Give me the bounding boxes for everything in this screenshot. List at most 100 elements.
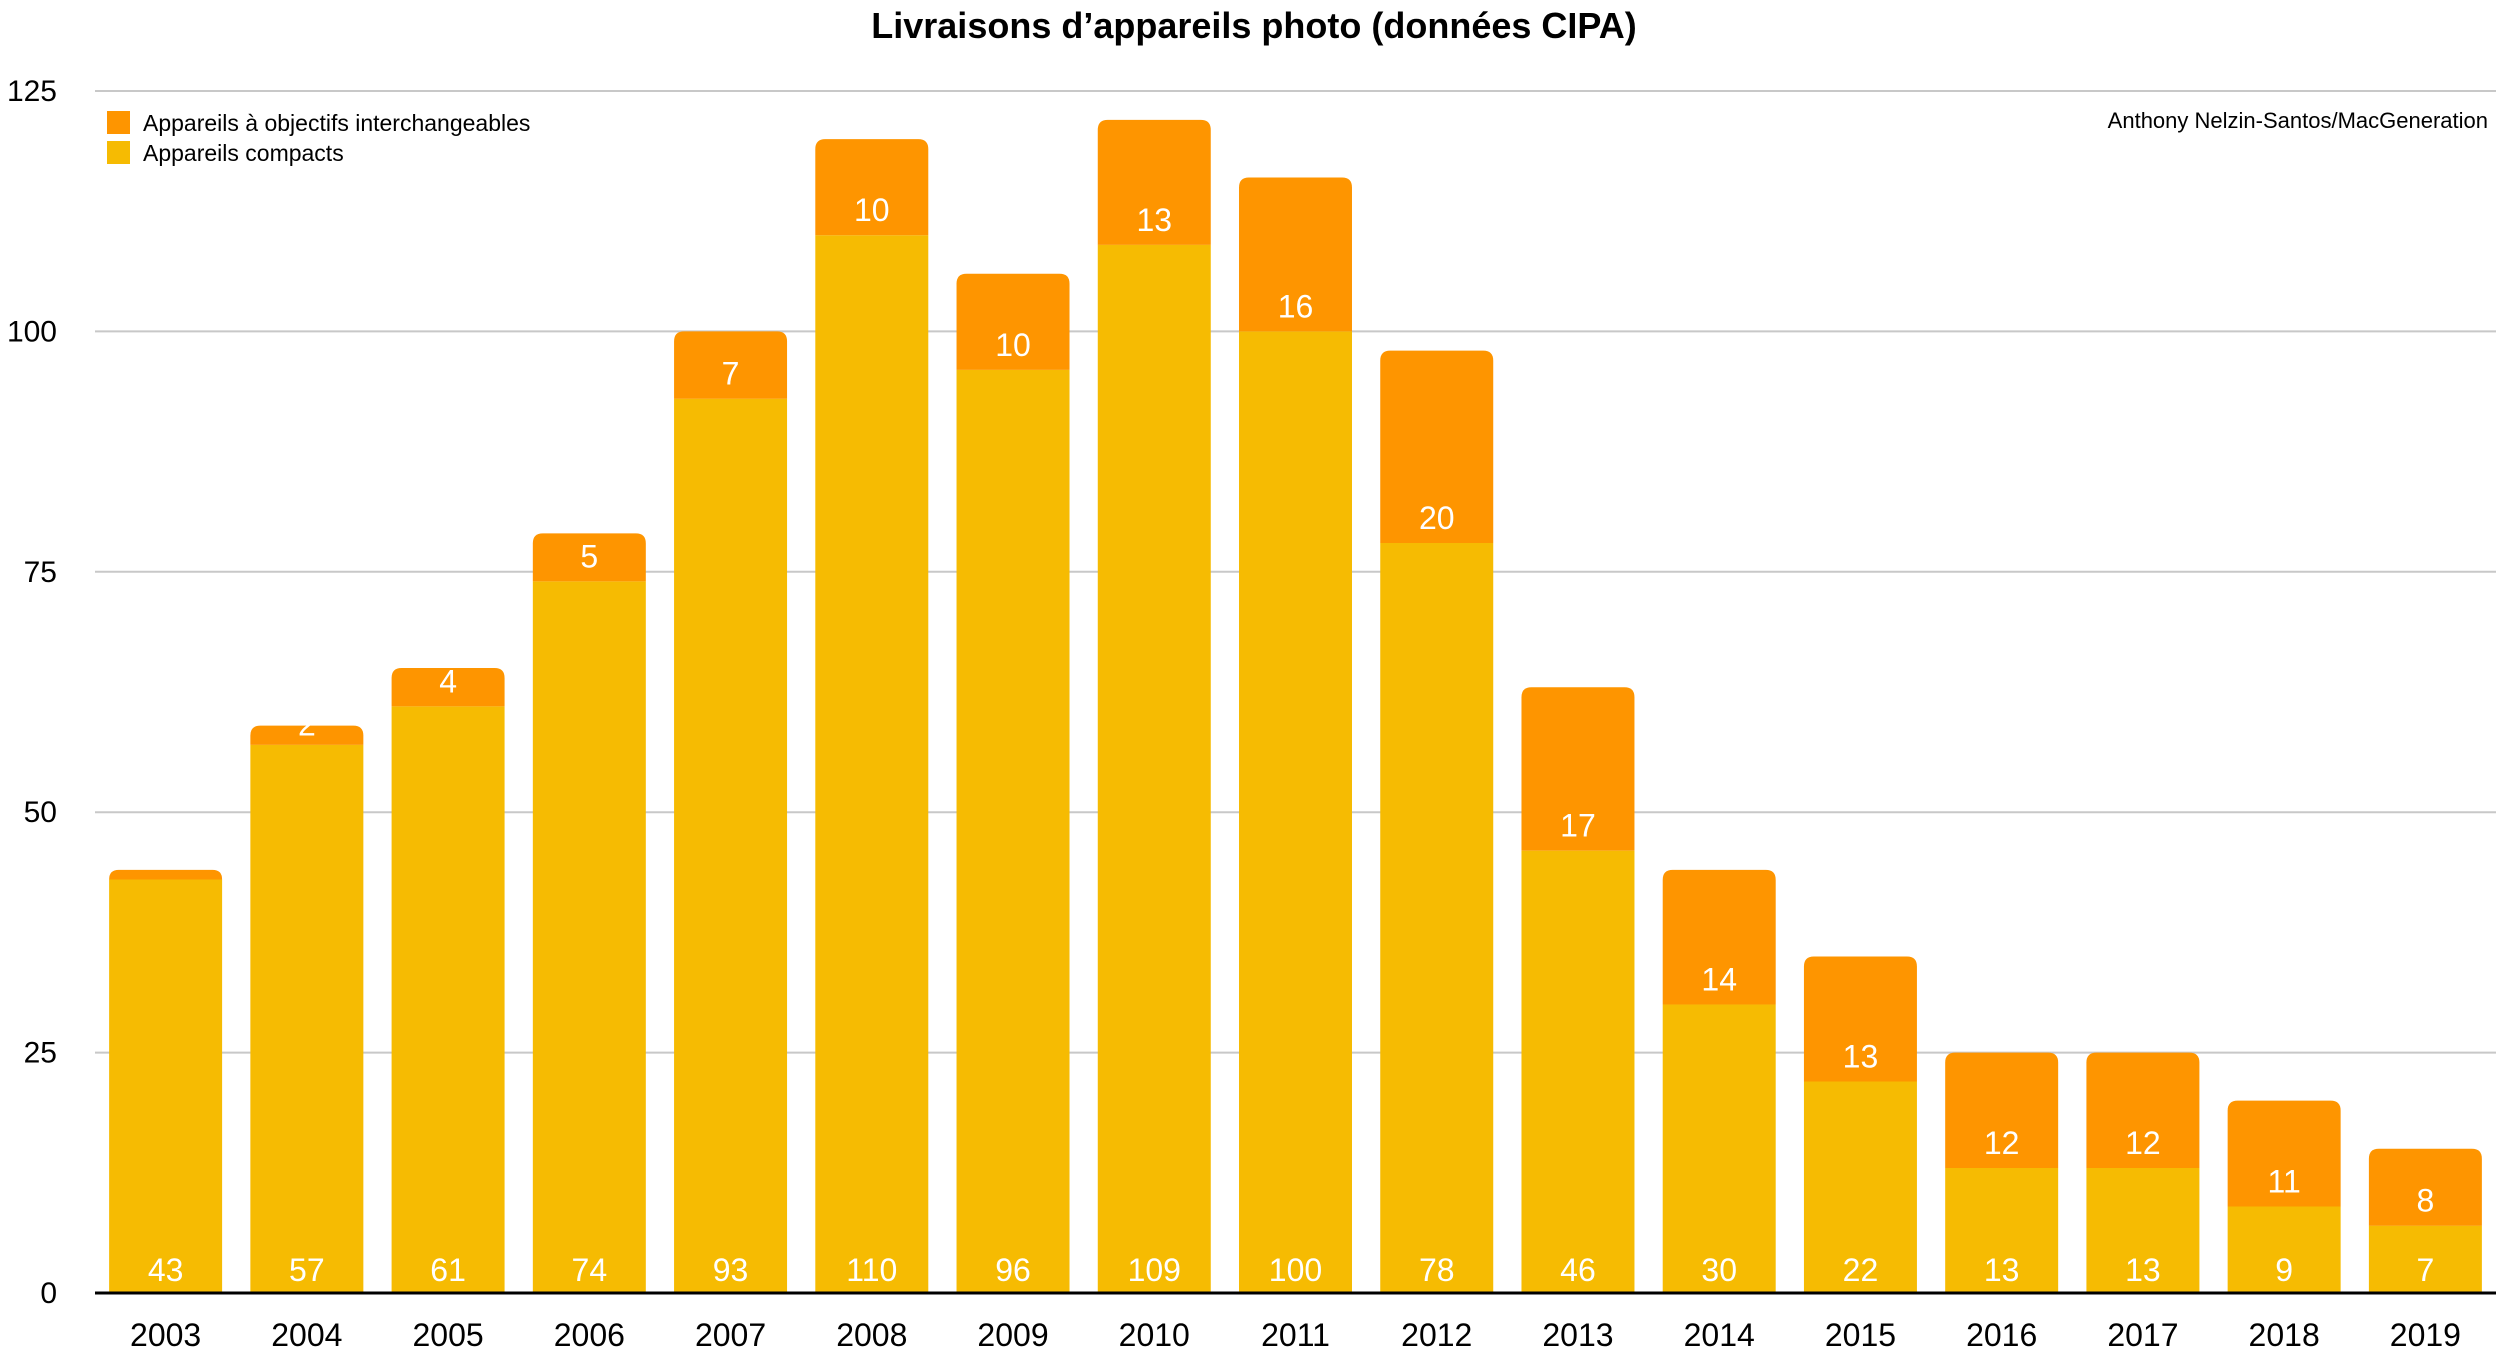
y-tick-label: 0	[40, 1277, 57, 1310]
bar-compacts	[109, 879, 223, 1293]
bar-interchangeables	[1521, 687, 1635, 851]
bar-interchangeables	[1239, 177, 1352, 332]
data-label-interchangeables: 2	[298, 707, 316, 743]
data-label-compacts: 46	[1560, 1252, 1596, 1288]
data-label-compacts: 93	[713, 1252, 749, 1288]
data-label-compacts: 110	[846, 1252, 897, 1288]
data-label-compacts: 57	[289, 1252, 325, 1288]
bars	[109, 119, 2482, 1294]
bar-compacts	[532, 581, 646, 1293]
bar-interchangeables	[1803, 956, 1917, 1082]
x-axis: 2003 2004 2005 2006 2007 2008 2009 2010 2011 2012…	[95, 1291, 2496, 1353]
bar-compacts	[1097, 244, 1211, 1294]
data-label-interchangeables: 8	[2416, 1183, 2434, 1219]
bar-compacts	[956, 369, 1070, 1293]
data-label-interchangeables: 4	[439, 663, 457, 699]
chart-credit: Anthony Nelzin-Santos/MacGeneration	[2108, 108, 2488, 133]
data-labels: 43 57261474593711010961010913100167820461…	[148, 192, 2434, 1288]
bar-interchangeables	[391, 667, 505, 707]
data-label-interchangeables: 10	[995, 327, 1031, 363]
bar-interchangeables	[815, 139, 929, 236]
legend-label: Appareils compacts	[143, 140, 344, 166]
y-axis: 0 25 50 75 100 125	[7, 75, 57, 1310]
data-label-interchangeables: 5	[580, 538, 598, 574]
bar-compacts	[815, 235, 929, 1294]
y-tick-label: 50	[24, 796, 57, 829]
data-label-compacts: 13	[2125, 1252, 2161, 1288]
data-label-interchangeables: 16	[1278, 288, 1314, 324]
bar-interchangeables	[2368, 1148, 2482, 1226]
data-label-compacts: 22	[1843, 1252, 1879, 1288]
x-tick-label: 2012	[1401, 1317, 1472, 1353]
chart-title: Livraisons d’appareils photo (données CI…	[871, 5, 1636, 46]
x-tick-label: 2005	[412, 1317, 483, 1353]
y-tick-label: 125	[7, 75, 57, 108]
data-label-interchangeables: 13	[1136, 202, 1172, 238]
x-tick-label: 2014	[1684, 1317, 1755, 1353]
data-label-interchangeables: 14	[1701, 962, 1737, 998]
data-label-compacts: 96	[995, 1252, 1031, 1288]
data-label-compacts: 43	[148, 1252, 184, 1288]
x-tick-label: 2007	[695, 1317, 766, 1353]
bar-compacts	[1803, 1081, 1917, 1293]
data-label-compacts: 78	[1419, 1252, 1455, 1288]
x-tick-label: 2008	[836, 1317, 907, 1353]
bar-interchangeables	[956, 273, 1070, 370]
bar-interchangeables	[109, 869, 223, 880]
bar-compacts	[1662, 1004, 1776, 1293]
bar-compacts	[391, 706, 505, 1293]
data-label-interchangeables: 20	[1419, 500, 1455, 536]
x-tick-label: 2017	[2107, 1317, 2178, 1353]
data-label-interchangeables: 7	[722, 356, 740, 392]
bar-compacts	[2086, 1167, 2200, 1293]
bar-compacts	[674, 398, 788, 1293]
bar-compacts	[1380, 542, 1494, 1293]
data-label-interchangeables: 10	[854, 192, 890, 228]
legend-swatch	[107, 111, 130, 134]
bar-compacts	[250, 744, 364, 1293]
bar-compacts	[1945, 1167, 2059, 1293]
x-tick-label: 2004	[271, 1317, 342, 1353]
data-label-interchangeables: 13	[1843, 1038, 1879, 1074]
bar-interchangeables	[1945, 1052, 2059, 1168]
x-tick-label: 2009	[977, 1317, 1048, 1353]
data-label-interchangeables: 12	[1984, 1125, 2020, 1161]
data-label-compacts: 109	[1128, 1252, 1181, 1288]
legend: Appareils à objectifs interchangeables Ap…	[107, 110, 530, 166]
bar-interchangeables	[2086, 1052, 2200, 1168]
bar-compacts	[1239, 331, 1352, 1293]
y-tick-label: 75	[24, 556, 57, 589]
bar-interchangeables	[532, 533, 646, 582]
bar-interchangeables	[674, 331, 788, 399]
bar-compacts	[2368, 1225, 2482, 1293]
x-tick-label: 2019	[2390, 1317, 2461, 1353]
x-tick-label: 2013	[1542, 1317, 1613, 1353]
data-label-compacts: 30	[1701, 1252, 1737, 1288]
data-label-compacts: 61	[430, 1252, 466, 1288]
data-label-compacts: 9	[2275, 1252, 2293, 1288]
bar-interchangeables	[2227, 1100, 2341, 1207]
x-tick-label: 2006	[554, 1317, 625, 1353]
bar-interchangeables	[1380, 350, 1494, 543]
legend-label: Appareils à objectifs interchangeables	[143, 110, 530, 136]
x-tick-label: 2018	[2249, 1317, 2320, 1353]
bar-compacts	[2227, 1206, 2341, 1293]
y-tick-label: 100	[7, 315, 57, 348]
bar-interchangeables	[1097, 119, 1211, 245]
x-tick-label: 2010	[1119, 1317, 1190, 1353]
x-tick-label: 2016	[1966, 1317, 2037, 1353]
legend-swatch	[107, 141, 130, 164]
data-label-compacts: 13	[1984, 1252, 2020, 1288]
data-label-interchangeables: 12	[2125, 1125, 2161, 1161]
x-tick-label: 2011	[1261, 1317, 1330, 1353]
bar-compacts	[1521, 850, 1635, 1293]
data-label-compacts: 74	[572, 1252, 608, 1288]
x-tick-label: 2003	[130, 1317, 201, 1353]
data-label-compacts: 7	[2416, 1252, 2434, 1288]
data-label-interchangeables: 17	[1560, 808, 1596, 844]
x-tick-label: 2015	[1825, 1317, 1896, 1353]
data-label-compacts: 100	[1269, 1252, 1322, 1288]
y-tick-label: 25	[24, 1037, 57, 1070]
bar-interchangeables	[1662, 869, 1776, 1005]
